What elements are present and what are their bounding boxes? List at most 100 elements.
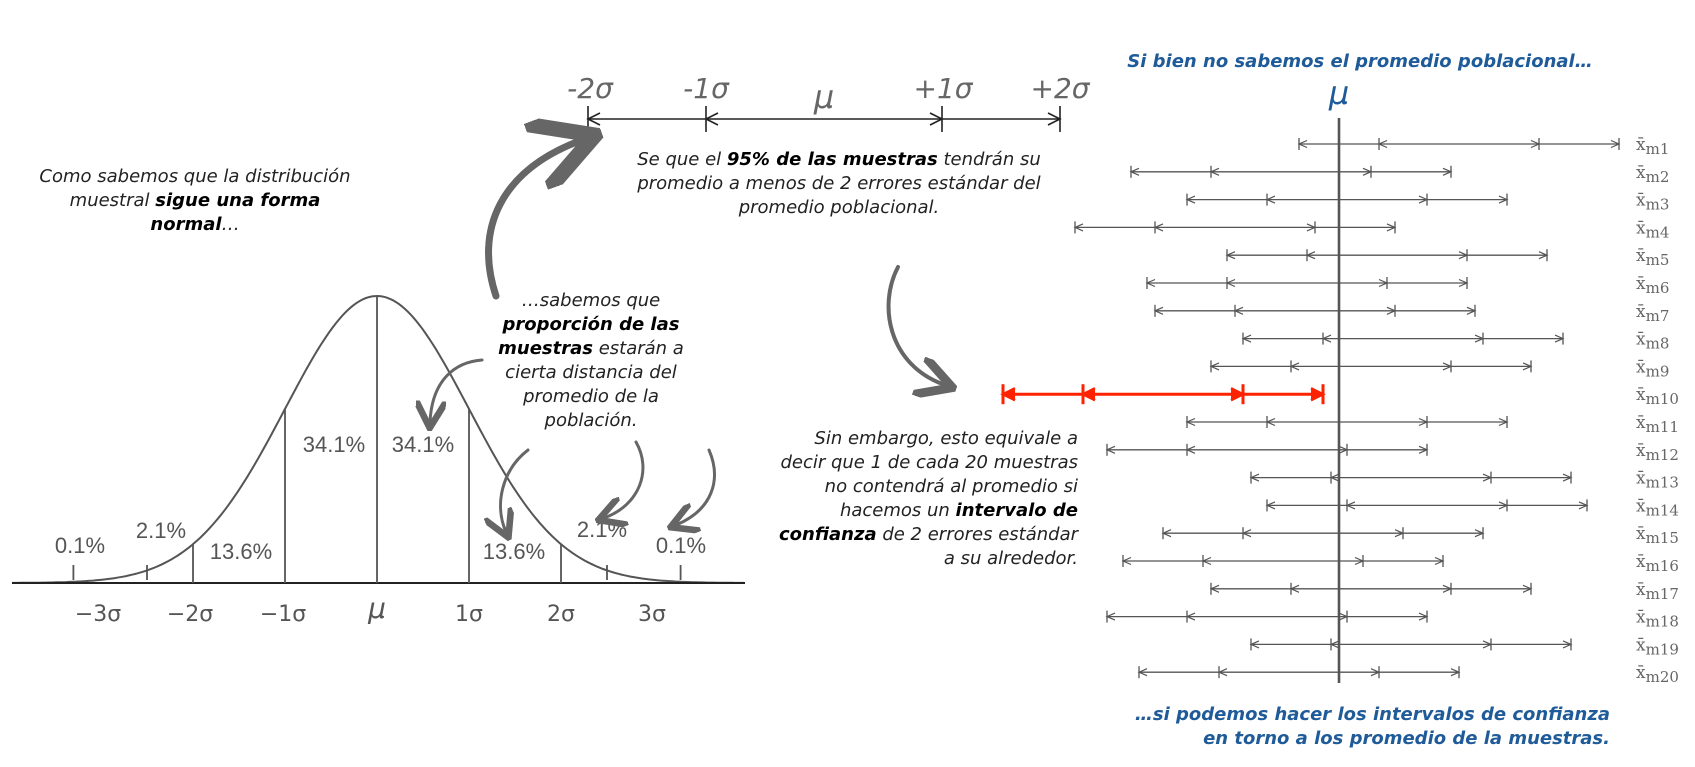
interval-arrowhead (1080, 387, 1096, 402)
interval-arrowhead (1538, 251, 1549, 260)
area-label: 34.1% (392, 432, 454, 457)
interval-arrowhead (1321, 334, 1332, 343)
area-label: 13.6% (210, 539, 272, 564)
statement-post: tendrán su promedio a menos de 2 errores… (637, 149, 1041, 218)
interval-row: x̄m6 (1145, 274, 1669, 297)
sample-label: x̄m15 (1636, 524, 1679, 547)
sample-label: x̄m13 (1636, 469, 1679, 492)
sigma-tick-labels: −3σ −2σ −1σ μ 1σ 2σ 3σ (75, 592, 666, 627)
interval-arrowhead (1442, 584, 1453, 593)
interval-arrowhead (1442, 362, 1453, 371)
interval-arrowhead (1230, 387, 1246, 402)
confidence-intervals: x̄m1 x̄m2 x̄m3 x̄m4 x̄m5 x̄m6 x̄m7 x̄m8 x̄m9 x̄m1… (1000, 135, 1679, 686)
interval-arrowhead (1185, 417, 1196, 427)
interval-arrowhead (1241, 334, 1252, 343)
statement-bold: 95% de las muestras (726, 149, 938, 170)
sample-label: x̄m19 (1636, 635, 1679, 658)
interval-arrowhead (1105, 445, 1116, 454)
proportion-pre: …sabemos que (521, 290, 661, 311)
ruler-label: -1σ (683, 72, 730, 105)
interval-row: x̄m17 (1209, 580, 1679, 603)
sample-label: x̄m9 (1636, 357, 1669, 380)
interval-arrowhead (1354, 556, 1365, 566)
interval-arrowhead (1562, 473, 1573, 482)
interval-arrowhead (1153, 223, 1164, 232)
interval-row: x̄m11 (1185, 413, 1679, 436)
interval-arrowhead (1073, 223, 1084, 232)
sigma-dividers (72, 296, 682, 583)
caveat-bold: intervalo de confianza (779, 500, 1078, 545)
interval-arrowhead (1530, 139, 1541, 149)
intro-note: Como sabemos que la distribución muestra… (30, 165, 360, 237)
tick-label: 3σ (638, 602, 666, 627)
ruler-label: μ (813, 78, 834, 116)
interval-row: x̄m8 (1241, 330, 1669, 353)
tick-label: −3σ (75, 602, 121, 627)
interval-arrowhead (1418, 445, 1429, 454)
interval-arrowhead (1241, 529, 1252, 538)
interval-arrowhead (1458, 251, 1469, 260)
normal-curve (12, 294, 744, 584)
interval-arrowhead (1338, 612, 1349, 621)
arrow-to-01 (676, 448, 716, 525)
sample-label: x̄m7 (1636, 302, 1669, 325)
interval-arrowhead (1249, 473, 1260, 482)
interval-arrowhead (1482, 640, 1493, 649)
interval-arrowhead (1185, 445, 1196, 454)
interval-arrowhead (1289, 362, 1300, 371)
tick-label: μ (367, 592, 386, 625)
interval-arrowhead (1137, 668, 1148, 677)
interval-arrowhead (1209, 167, 1220, 176)
tick-label: 2σ (547, 602, 575, 627)
interval-arrowhead (1306, 223, 1317, 232)
interval-arrowhead (1450, 668, 1461, 677)
sample-label: x̄m2 (1636, 163, 1669, 186)
big-arrow-to-ruler (485, 140, 582, 300)
interval-arrowhead (1145, 278, 1156, 288)
interval-arrowhead (1378, 278, 1389, 288)
interval-row: x̄m4 (1073, 218, 1669, 241)
area-label: 0.1% (656, 533, 706, 558)
sample-label: x̄m12 (1636, 441, 1679, 464)
arrow-to-red (886, 265, 945, 385)
interval-row: x̄m2 (1129, 163, 1669, 186)
interval-arrowhead (1121, 556, 1132, 566)
interval-arrowhead (1201, 556, 1212, 566)
arrow-to-2 (604, 440, 645, 518)
area-label: 13.6% (483, 539, 545, 564)
caveat-note: Sin embargo, esto equivale a decir que 1… (770, 427, 1078, 571)
intro-pre: Como sabemos que la distribución muestra… (39, 166, 351, 211)
interval-arrowhead (1418, 612, 1429, 621)
sample-label: x̄m6 (1636, 274, 1669, 297)
interval-row: x̄m10 (1000, 384, 1679, 408)
interval-row: x̄m14 (1265, 496, 1679, 519)
interval-arrowhead (1233, 306, 1244, 315)
sample-label: x̄m4 (1636, 218, 1669, 241)
interval-arrowhead (1434, 556, 1445, 566)
interval-arrowhead (1458, 278, 1469, 288)
interval-arrowhead (1217, 668, 1228, 677)
interval-arrowhead (1522, 584, 1533, 593)
top-caption: Si bien no sabemos el promedio poblacion… (1127, 51, 1593, 72)
interval-arrowhead (1225, 251, 1236, 260)
tick-label: −2σ (167, 602, 213, 627)
mu-label: μ (1328, 74, 1349, 112)
arrow-to-13 (501, 448, 530, 532)
proportion-post: estarán a cierta distancia del promedio … (505, 338, 684, 431)
sample-label: x̄m5 (1636, 246, 1669, 269)
sample-label: x̄m14 (1636, 496, 1679, 519)
interval-arrowhead (1386, 306, 1397, 315)
sample-label: x̄m1 (1636, 135, 1669, 158)
area-label: 0.1% (55, 533, 105, 558)
interval-row: x̄m13 (1249, 469, 1679, 492)
interval-arrowhead (1265, 501, 1276, 510)
interval-arrowhead (1249, 640, 1260, 649)
interval-row: x̄m20 (1137, 663, 1679, 686)
interval-row: x̄m9 (1209, 357, 1669, 380)
interval-arrowhead (1562, 640, 1573, 649)
sample-label: x̄m10 (1636, 385, 1679, 408)
interval-arrowhead (1482, 473, 1493, 482)
interval-arrowhead (1185, 612, 1196, 621)
interval-arrowhead (1289, 584, 1300, 593)
interval-arrowhead (1185, 195, 1196, 204)
